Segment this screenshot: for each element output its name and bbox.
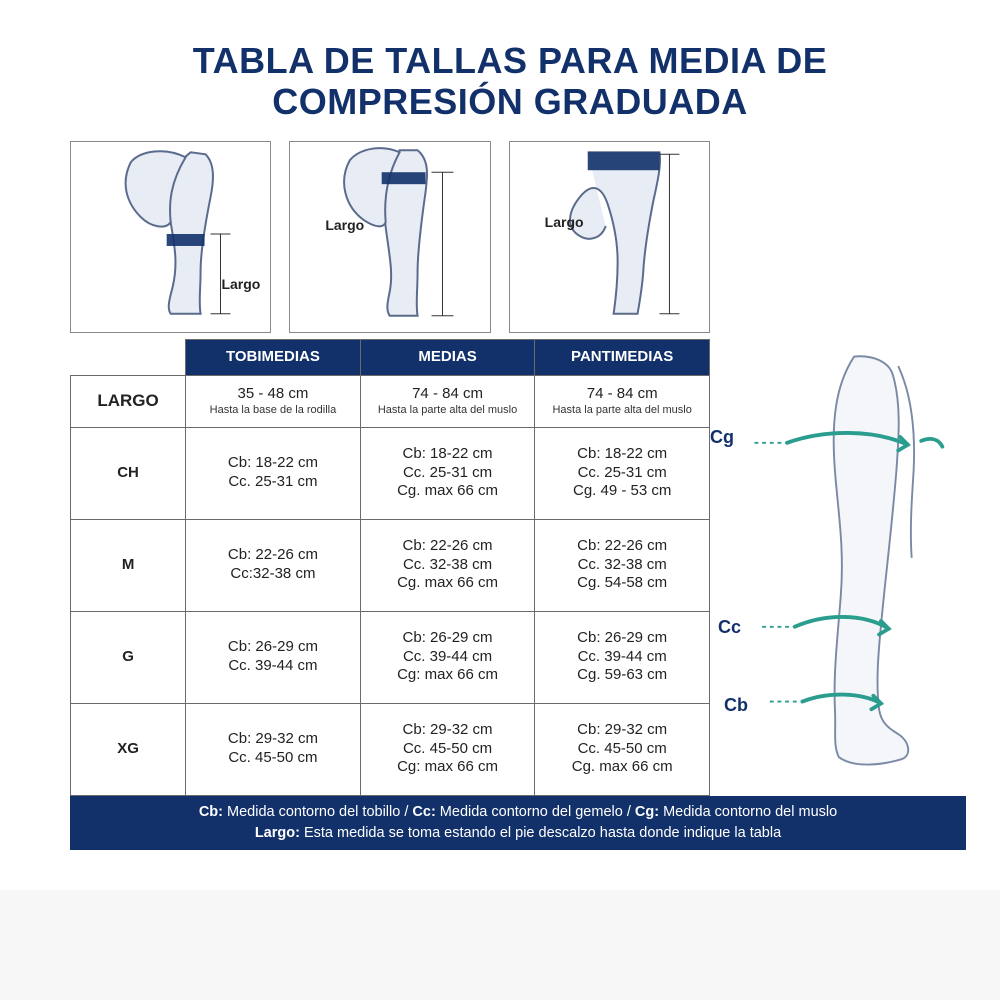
footer-legend: Cb: Medida contorno del tobillo / Cc: Me… bbox=[70, 796, 966, 850]
illus-medias: Largo bbox=[289, 141, 490, 333]
page-title: TABLA DE TALLAS PARA MEDIA DE COMPRESIÓN… bbox=[70, 40, 950, 123]
table-cell: Cb: 22-26 cmCc:32-38 cm bbox=[186, 519, 361, 611]
column-header: PANTIMEDIAS bbox=[535, 339, 710, 375]
label-cb: Cb bbox=[724, 695, 748, 716]
table-cell: Cb: 26-29 cmCc. 39-44 cm bbox=[186, 611, 361, 703]
illus-label-largo: Largo bbox=[221, 276, 260, 292]
table-cell: Cb: 18-22 cmCc. 25-31 cmCg. max 66 cm bbox=[360, 427, 535, 519]
table-cell: Cb: 26-29 cmCc. 39-44 cmCg: max 66 cm bbox=[360, 611, 535, 703]
row-header-size: XG bbox=[71, 703, 186, 795]
table-cell: Cb: 18-22 cmCc. 25-31 cm bbox=[186, 427, 361, 519]
table-cell: 74 - 84 cmHasta la parte alta del muslo bbox=[535, 375, 710, 427]
table-cell: Cb: 29-32 cmCc. 45-50 cm bbox=[186, 703, 361, 795]
illus-label-largo: Largo bbox=[325, 217, 364, 233]
row-header-size: CH bbox=[71, 427, 186, 519]
table-cell: 35 - 48 cmHasta la base de la rodilla bbox=[186, 375, 361, 427]
table-cell: Cb: 18-22 cmCc. 25-31 cmCg. 49 - 53 cm bbox=[535, 427, 710, 519]
row-header-largo: LARGO bbox=[71, 375, 186, 427]
column-header: MEDIAS bbox=[360, 339, 535, 375]
table-cell: Cb: 29-32 cmCc. 45-50 cmCg. max 66 cm bbox=[535, 703, 710, 795]
illus-pantimedias: Largo bbox=[509, 141, 710, 333]
size-table: TOBIMEDIASMEDIASPANTIMEDIAS LARGO35 - 48… bbox=[70, 339, 710, 796]
leg-measurement-diagram: Cg Cc Cb bbox=[710, 339, 950, 796]
illus-label-largo: Largo bbox=[545, 214, 584, 230]
label-cc: Cc bbox=[718, 617, 741, 638]
table-cell: Cb: 22-26 cmCc. 32-38 cmCg. max 66 cm bbox=[360, 519, 535, 611]
table-cell: 74 - 84 cmHasta la parte alta del muslo bbox=[360, 375, 535, 427]
illus-tobimedias: Largo bbox=[70, 141, 271, 333]
table-cell: Cb: 22-26 cmCc. 32-38 cmCg. 54-58 cm bbox=[535, 519, 710, 611]
table-cell: Cb: 29-32 cmCc. 45-50 cmCg: max 66 cm bbox=[360, 703, 535, 795]
label-cg: Cg bbox=[710, 427, 734, 448]
row-header-size: M bbox=[71, 519, 186, 611]
illustration-row: Largo Largo bbox=[70, 141, 710, 333]
row-header-size: G bbox=[71, 611, 186, 703]
column-header: TOBIMEDIAS bbox=[186, 339, 361, 375]
table-cell: Cb: 26-29 cmCc. 39-44 cmCg. 59-63 cm bbox=[535, 611, 710, 703]
